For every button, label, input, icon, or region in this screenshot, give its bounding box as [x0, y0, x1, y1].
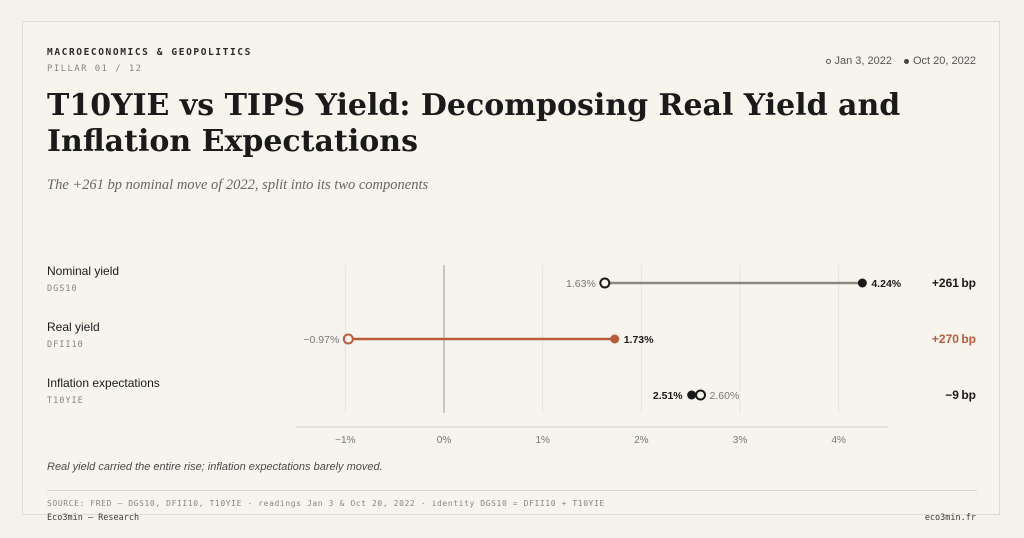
change-label: +261 bp: [932, 276, 976, 290]
filled-dot-icon: [904, 58, 909, 64]
start-value-label: −0.97%: [303, 334, 339, 346]
chart-footnote: Real yield carried the entire rise; infl…: [47, 461, 383, 473]
row-code: DFII10: [47, 340, 84, 350]
page-title: T10YIE vs TIPS Yield: Decomposing Real Y…: [47, 88, 901, 159]
footer-divider: [47, 490, 977, 491]
end-point: [857, 278, 867, 288]
end-value-label: 4.24%: [871, 278, 901, 290]
change-label: +270 bp: [932, 332, 976, 346]
row-label: Real yield: [47, 320, 100, 334]
source-line: SOURCE: FRED — DGS10, DFII10, T10YIE · r…: [47, 499, 605, 508]
x-tick-label: 1%: [535, 435, 550, 446]
end-point: [610, 334, 620, 344]
x-tick-label: 4%: [831, 435, 846, 446]
legend-end: Oct 20, 2022: [904, 55, 976, 67]
site-label: eco3min.fr: [924, 513, 976, 523]
row-code: DGS10: [47, 284, 78, 294]
start-value-label: 1.63%: [566, 278, 596, 290]
legend-end-label: Oct 20, 2022: [913, 55, 976, 67]
row-code: T10YIE: [47, 396, 84, 406]
end-point: [687, 390, 697, 400]
row-label: Inflation expectations: [47, 376, 160, 390]
change-label: −9 bp: [945, 388, 976, 402]
end-value-label: 1.73%: [624, 334, 654, 346]
legend-start: Jan 3, 2022: [825, 55, 893, 67]
x-tick-label: 2%: [634, 435, 649, 446]
open-dot-icon: [825, 58, 831, 64]
row-label: Nominal yield: [47, 264, 119, 278]
x-tick-label: −1%: [335, 435, 355, 446]
start-value-label: 2.60%: [710, 390, 740, 402]
end-value-label: 2.51%: [653, 390, 683, 402]
legend: Jan 3, 2022 Oct 20, 2022: [825, 55, 976, 67]
start-point: [342, 333, 354, 345]
page-subtitle: The +261 bp nominal move of 2022, split …: [47, 177, 429, 193]
x-tick-label: 3%: [733, 435, 748, 446]
legend-start-label: Jan 3, 2022: [834, 55, 893, 67]
start-point: [695, 389, 707, 401]
card-frame: [22, 21, 1000, 515]
start-point: [599, 277, 611, 289]
brand-label: Eco3min — Research: [47, 513, 140, 523]
pillar-label: PILLAR 01 / 12: [47, 64, 143, 74]
kicker: MACROECONOMICS & GEOPOLITICS: [47, 47, 252, 58]
x-tick-label: 0%: [437, 435, 452, 446]
